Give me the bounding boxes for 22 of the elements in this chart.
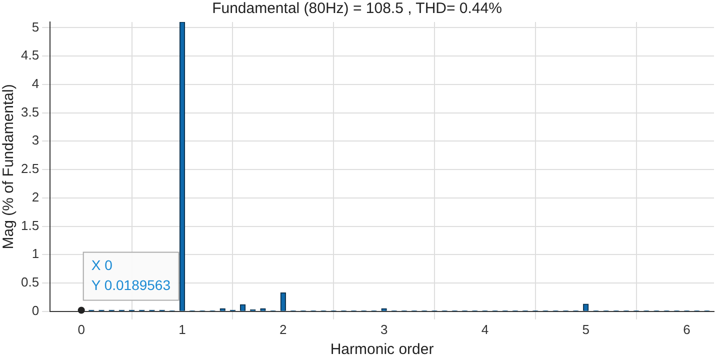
y-tick-label: 4.5 <box>20 48 40 63</box>
y-tick-label: 0 <box>32 302 40 318</box>
y-tick-label: 5 <box>32 19 40 34</box>
y-tick-label: 3 <box>32 132 40 148</box>
x-tick-label: 4 <box>481 322 489 337</box>
chart-title: Fundamental (80Hz) = 108.5 , THD= 0.44% <box>212 0 502 18</box>
x-tick-label: 5 <box>582 322 590 337</box>
y-tick-label: 2 <box>32 189 40 204</box>
x-tick-label: 6 <box>683 322 690 337</box>
x-tick-label: 3 <box>380 322 388 337</box>
y-tick-label: 1 <box>32 246 40 262</box>
annotation: X 0 Y 0.0189563 <box>91 257 171 294</box>
x-tick-label: 2 <box>280 322 287 337</box>
x-tick-label: 1 <box>178 322 186 337</box>
x-tick-label: 0 <box>78 322 85 337</box>
y-axis-title: Mag (% of Fundamental) <box>0 84 18 250</box>
y-tick-label: 2.5 <box>20 161 40 176</box>
y-tick-label: 4 <box>32 76 40 91</box>
y-tick-label: 0.5 <box>20 274 40 290</box>
x-axis-title: Harmonic order <box>330 341 434 358</box>
y-tick-label: 3.5 <box>20 104 40 120</box>
y-tick-label: 1.5 <box>20 218 40 233</box>
